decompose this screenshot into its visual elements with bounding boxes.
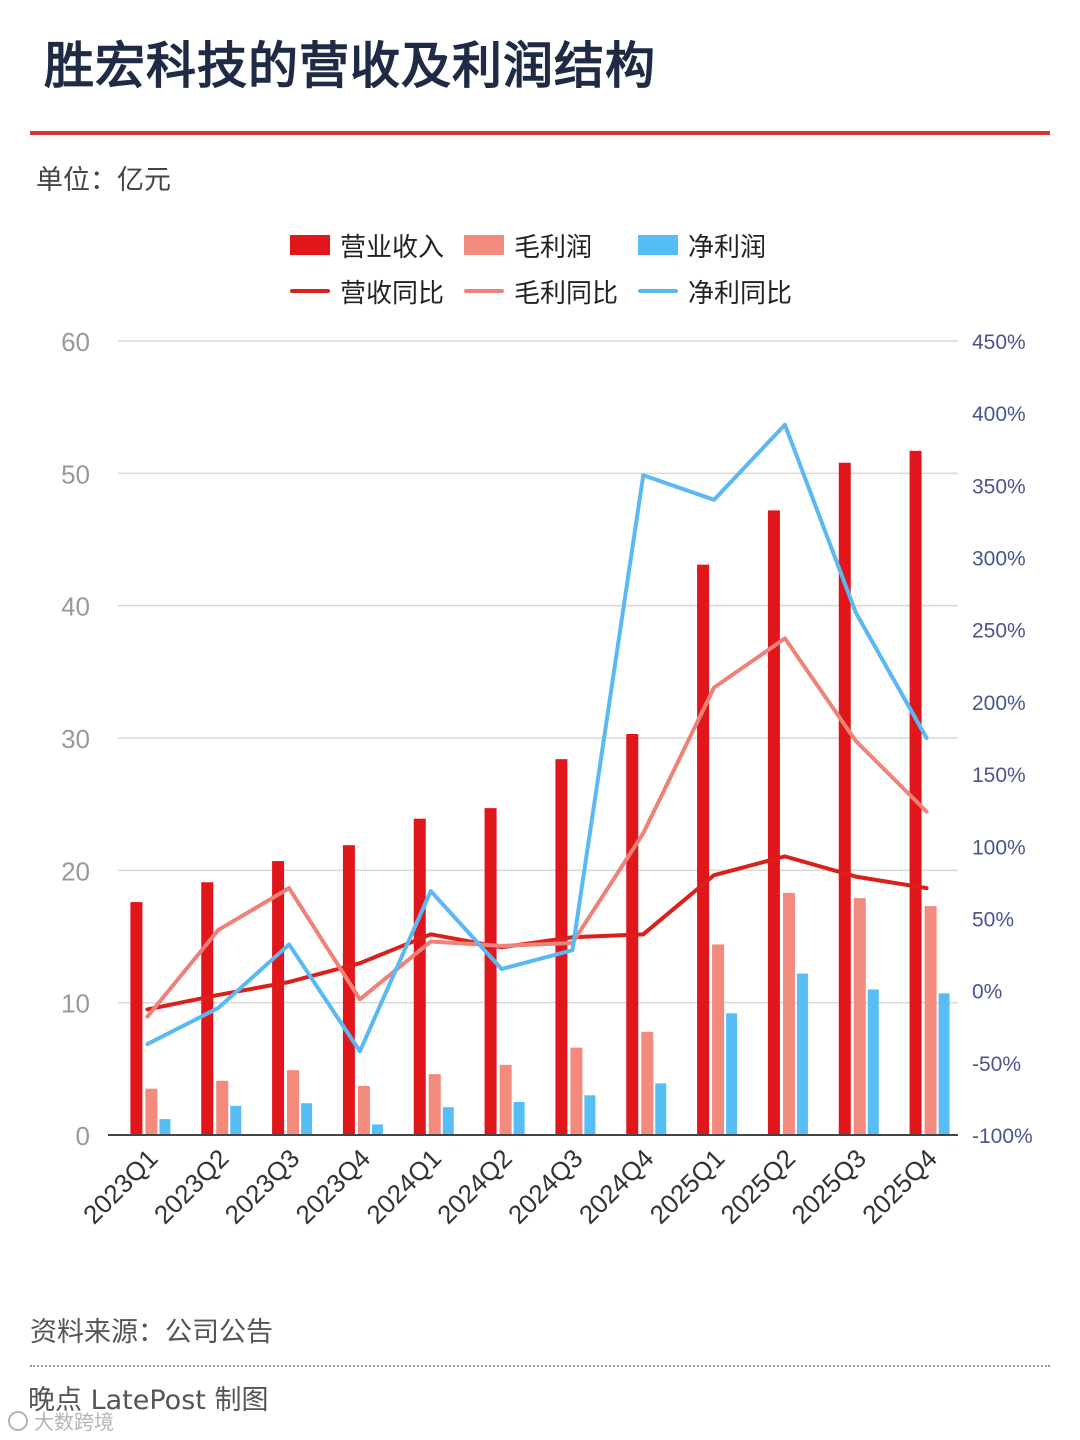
chart-title: 胜宏科技的营收及利润结构 bbox=[44, 37, 656, 95]
bar-revenue bbox=[697, 564, 710, 1135]
bar-revenue bbox=[201, 882, 214, 1135]
stamp-text: 大数跨境 bbox=[34, 1410, 114, 1434]
bar-net-profit bbox=[796, 973, 808, 1135]
bar-gross-profit bbox=[570, 1047, 583, 1135]
bar-net-profit bbox=[726, 1013, 738, 1135]
legend-item-net-yoy: 净利同比 bbox=[638, 273, 812, 310]
legend-label: 毛利润 bbox=[514, 232, 593, 263]
bar-gross-profit bbox=[712, 944, 725, 1135]
combo-chart: 0 10 20 30 40 50 60 -100% -50% 0% 50% 100% 150% 200% 2… bbox=[61, 327, 1033, 1230]
y-right-tick-label: 450% bbox=[972, 331, 1026, 354]
unit-label: 单位：亿元 bbox=[36, 165, 171, 196]
x-tick-label: 2023Q4 bbox=[290, 1143, 377, 1230]
bar-gross-profit bbox=[287, 1070, 300, 1135]
y-right-tick-label: 50% bbox=[972, 908, 1014, 931]
x-tick-label: 2023Q2 bbox=[148, 1143, 235, 1230]
bar-revenue bbox=[909, 450, 922, 1135]
legend-label: 营业收入 bbox=[340, 232, 445, 263]
line-gross-yoy bbox=[145, 636, 929, 1019]
x-tick-label: 2024Q3 bbox=[502, 1143, 589, 1230]
x-tick-label: 2024Q4 bbox=[573, 1143, 660, 1230]
legend-swatch bbox=[464, 235, 504, 255]
y-right-tick-label: 150% bbox=[972, 764, 1026, 787]
legend-label: 毛利同比 bbox=[514, 278, 619, 309]
bar-revenue bbox=[413, 818, 426, 1135]
stamp-icon bbox=[8, 1410, 28, 1431]
legend-item-gross-yoy: 毛利同比 bbox=[464, 273, 638, 310]
x-tick-label: 2023Q1 bbox=[77, 1143, 164, 1230]
y-right-tick-label: 200% bbox=[972, 692, 1026, 715]
x-tick-label: 2025Q4 bbox=[856, 1143, 943, 1230]
bar-gross-profit bbox=[428, 1074, 441, 1135]
bar-net-profit bbox=[230, 1105, 242, 1135]
line-revenue-yoy bbox=[145, 854, 929, 1012]
bar-net-profit bbox=[584, 1095, 596, 1135]
bar-revenue bbox=[484, 808, 497, 1135]
x-tick-label: 2025Q3 bbox=[785, 1143, 872, 1230]
watermark-stamp: 大数跨境 bbox=[8, 1406, 114, 1435]
y-right-tick-label: 0% bbox=[972, 981, 1002, 1004]
legend-item-revenue: 营业收入 bbox=[290, 227, 464, 264]
bar-revenue bbox=[342, 845, 355, 1135]
bar-net-profit bbox=[655, 1083, 667, 1135]
bar-net-profit bbox=[513, 1101, 525, 1135]
legend-swatch bbox=[464, 289, 504, 293]
legend-item-revenue-yoy: 营收同比 bbox=[290, 273, 464, 310]
y-right-tick-label: -50% bbox=[972, 1053, 1021, 1076]
bar-revenue bbox=[130, 902, 143, 1135]
bar-net-profit bbox=[159, 1119, 171, 1135]
y-left-tick-label: 0 bbox=[76, 1121, 90, 1151]
y-right-tick-label: 350% bbox=[972, 475, 1026, 498]
legend-item-gross-profit: 毛利润 bbox=[464, 227, 638, 264]
legend-label: 净利润 bbox=[688, 232, 767, 263]
x-tick-label: 2024Q2 bbox=[431, 1143, 518, 1230]
bar-gross-profit bbox=[924, 906, 937, 1135]
bar-gross-profit bbox=[357, 1086, 370, 1135]
y-right-tick-label: 400% bbox=[972, 403, 1026, 426]
legend-label: 营收同比 bbox=[340, 278, 445, 309]
bar-gross-profit bbox=[145, 1088, 158, 1135]
x-tick-label: 2025Q2 bbox=[715, 1143, 802, 1230]
bar-gross-profit bbox=[782, 892, 795, 1135]
y-left-tick-label: 40 bbox=[61, 592, 90, 622]
legend-label: 净利同比 bbox=[688, 278, 793, 309]
footer-divider bbox=[30, 1365, 1050, 1367]
y-right-tick-label: -100% bbox=[972, 1125, 1033, 1148]
bar-gross-profit bbox=[499, 1064, 512, 1135]
y-right-tick-label: 300% bbox=[972, 548, 1026, 571]
bar-net-profit bbox=[301, 1103, 313, 1135]
bar-revenue bbox=[838, 462, 851, 1135]
credit-note: 晚点 LatePost 制图 bbox=[28, 1385, 269, 1416]
legend-swatch bbox=[638, 289, 678, 293]
bar-revenue bbox=[272, 861, 285, 1135]
legend-item-net-profit: 净利润 bbox=[638, 227, 812, 264]
x-tick-label: 2024Q1 bbox=[360, 1143, 447, 1230]
bar-gross-profit bbox=[216, 1080, 229, 1135]
y-left-tick-label: 60 bbox=[61, 327, 90, 357]
y-right-tick-label: 250% bbox=[972, 620, 1026, 643]
bar-revenue bbox=[767, 510, 780, 1135]
bar-gross-profit bbox=[853, 898, 866, 1135]
legend-swatch bbox=[290, 235, 330, 255]
y-left-tick-label: 30 bbox=[61, 724, 90, 754]
x-tick-label: 2023Q3 bbox=[219, 1143, 306, 1230]
source-note: 资料来源：公司公告 bbox=[30, 1317, 273, 1348]
y-right-tick-label: 100% bbox=[972, 836, 1026, 859]
bar-net-profit bbox=[938, 993, 950, 1135]
bar-net-profit bbox=[371, 1124, 383, 1135]
legend-swatch bbox=[290, 289, 330, 293]
bar-net-profit bbox=[867, 989, 879, 1135]
legend-swatch bbox=[638, 235, 678, 255]
y-left-tick-label: 10 bbox=[61, 989, 90, 1019]
bar-revenue bbox=[555, 759, 568, 1135]
chart-legend: 营业收入 毛利润 净利润 营收同比 毛利同比 净利同比 bbox=[290, 222, 850, 314]
bar-gross-profit bbox=[641, 1031, 654, 1135]
title-divider bbox=[30, 131, 1050, 135]
bar-net-profit bbox=[442, 1107, 454, 1135]
y-left-tick-label: 50 bbox=[61, 459, 90, 489]
y-left-tick-label: 20 bbox=[61, 856, 90, 886]
line-net-yoy bbox=[145, 422, 929, 1054]
x-tick-label: 2025Q1 bbox=[644, 1143, 731, 1230]
